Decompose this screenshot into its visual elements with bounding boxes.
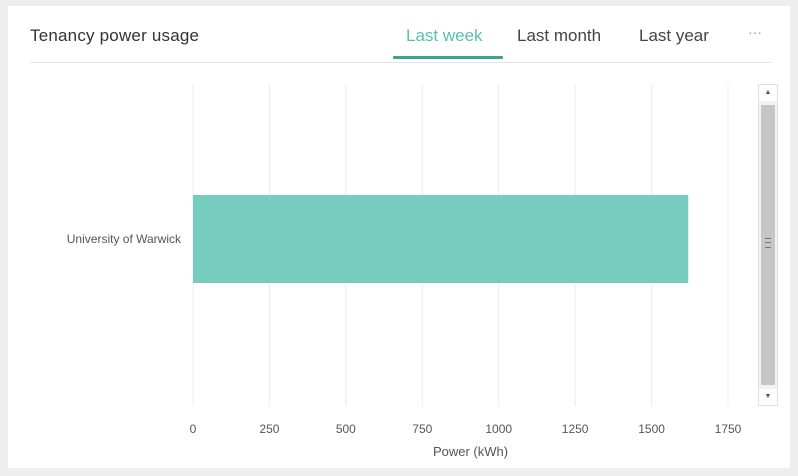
- scroll-thumb[interactable]: [761, 105, 775, 385]
- active-tab-indicator: [393, 56, 503, 59]
- header-divider: [30, 62, 772, 63]
- x-tick-label: 1750: [715, 422, 742, 436]
- x-tick-label: 1500: [638, 422, 665, 436]
- chart-scrollbar[interactable]: ▲ ▼: [758, 84, 778, 406]
- x-tick-label: 0: [190, 422, 197, 436]
- scroll-down-arrow-icon[interactable]: ▼: [759, 389, 777, 405]
- tab-last-year[interactable]: Last year: [639, 26, 709, 45]
- tab-last-month[interactable]: Last month: [517, 26, 602, 45]
- power-usage-card: Tenancy power usage Last week Last month…: [8, 6, 790, 468]
- x-tick-label: 750: [412, 422, 432, 436]
- scroll-grip-icon: [765, 238, 771, 248]
- card-title: Tenancy power usage: [30, 26, 200, 45]
- x-tick-label: 1000: [485, 422, 512, 436]
- x-tick-label: 250: [259, 422, 279, 436]
- x-tick-label: 1250: [562, 422, 589, 436]
- bar: [193, 195, 689, 283]
- scroll-up-arrow-icon[interactable]: ▲: [759, 85, 777, 101]
- x-axis-title: Power (kWh): [433, 444, 508, 459]
- time-range-tabs: Last week Last month Last year: [8, 26, 790, 66]
- category-label: University of Warwick: [67, 232, 182, 246]
- more-options-icon[interactable]: ···: [748, 24, 762, 40]
- x-tick-label: 500: [336, 422, 356, 436]
- tab-last-week[interactable]: Last week: [406, 26, 483, 45]
- bar-chart: 0 250 500 750 1000 1250 1500 1750 University of …: [67, 84, 742, 459]
